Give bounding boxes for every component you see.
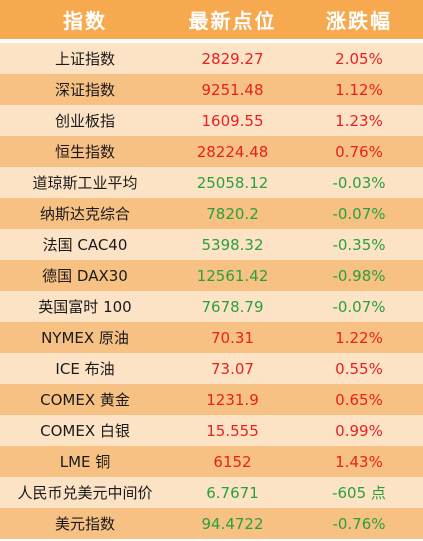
index-price: 94.4722 <box>201 514 264 533</box>
index-change: -0.76% <box>332 514 386 533</box>
index-change: 0.99% <box>335 421 383 440</box>
index-price: 5398.32 <box>201 235 264 254</box>
table-row: 英国富时 100 7678.79 -0.07% <box>0 291 423 322</box>
index-change: 1.23% <box>335 111 383 130</box>
index-change: 1.12% <box>335 80 383 99</box>
table-body: 上证指数 2829.27 2.05% 深证指数 9251.48 1.12% 创业板指 1609… <box>0 43 423 539</box>
header-divider <box>0 39 423 43</box>
index-name: 美元指数 <box>54 515 115 533</box>
index-price: 7820.2 <box>206 204 259 223</box>
table-row: LME 铜 6152 1.43% <box>0 446 423 477</box>
table-row: 深证指数 9251.48 1.12% <box>0 74 423 105</box>
index-price: 6.7671 <box>206 483 259 502</box>
index-name: 上证指数 <box>54 50 115 68</box>
index-price: 6152 <box>213 452 252 471</box>
table-row: ICE 布油 73.07 0.55% <box>0 353 423 384</box>
index-price: 1609.55 <box>201 111 264 130</box>
index-name: 人民币兑美元中间价 <box>17 484 153 502</box>
index-name: 法国 CAC40 <box>42 236 128 254</box>
table-row: 上证指数 2829.27 2.05% <box>0 43 423 74</box>
index-change: 0.76% <box>335 142 383 161</box>
index-price: 28224.48 <box>196 142 269 161</box>
index-name: 创业板指 <box>54 112 115 130</box>
index-price: 73.07 <box>211 359 254 378</box>
table-row: 法国 CAC40 5398.32 -0.35% <box>0 229 423 260</box>
index-name: 恒生指数 <box>54 143 115 161</box>
header-index-name: 指数 <box>63 9 107 33</box>
table-row: NYMEX 原油 70.31 1.22% <box>0 322 423 353</box>
header-change-percent: 涨跌幅 <box>326 9 392 33</box>
index-name: LME 铜 <box>59 453 111 471</box>
index-change: -0.35% <box>332 235 386 254</box>
index-change: -0.07% <box>332 297 386 316</box>
index-change: 1.43% <box>335 452 383 471</box>
table-row: 道琼斯工业平均 25058.12 -0.03% <box>0 167 423 198</box>
index-name: NYMEX 原油 <box>41 329 129 347</box>
index-price: 9251.48 <box>201 80 264 99</box>
header-latest-price: 最新点位 <box>188 9 277 33</box>
table-row: 德国 DAX30 12561.42 -0.98% <box>0 260 423 291</box>
table-header: 指数 最新点位 涨跌幅 <box>0 0 423 39</box>
table-row: 纳斯达克综合 7820.2 -0.07% <box>0 198 423 229</box>
index-change: -0.03% <box>332 173 386 192</box>
table-row: 恒生指数 28224.48 0.76% <box>0 136 423 167</box>
index-price: 2829.27 <box>201 49 264 68</box>
table-row: 人民币兑美元中间价 6.7671 -605 点 <box>0 477 423 508</box>
index-name: 纳斯达克综合 <box>39 205 130 223</box>
index-change: -605 点 <box>332 484 386 502</box>
index-price: 7678.79 <box>201 297 264 316</box>
index-change: -0.07% <box>332 204 386 223</box>
index-price: 70.31 <box>211 328 254 347</box>
index-name: COMEX 黄金 <box>40 391 130 409</box>
index-name: COMEX 白银 <box>40 422 130 440</box>
index-price: 1231.9 <box>206 390 259 409</box>
index-price: 15.555 <box>206 421 259 440</box>
index-change: 0.65% <box>335 390 383 409</box>
table-row: 美元指数 94.4722 -0.76% <box>0 508 423 539</box>
index-name: 道琼斯工业平均 <box>32 174 138 192</box>
index-price: 12561.42 <box>196 266 269 285</box>
index-change: -0.98% <box>332 266 386 285</box>
table-row: COMEX 白银 15.555 0.99% <box>0 415 423 446</box>
index-name: ICE 布油 <box>55 360 115 378</box>
index-name: 英国富时 100 <box>38 298 132 316</box>
index-name: 深证指数 <box>54 81 115 99</box>
table-row: COMEX 黄金 1231.9 0.65% <box>0 384 423 415</box>
index-price: 25058.12 <box>196 173 269 192</box>
index-change: 2.05% <box>335 49 383 68</box>
index-change: 0.55% <box>335 359 383 378</box>
index-change: 1.22% <box>335 328 383 347</box>
index-name: 德国 DAX30 <box>42 267 128 285</box>
table-row: 创业板指 1609.55 1.23% <box>0 105 423 136</box>
